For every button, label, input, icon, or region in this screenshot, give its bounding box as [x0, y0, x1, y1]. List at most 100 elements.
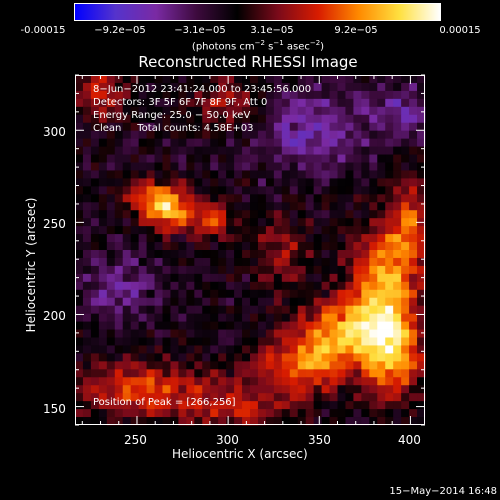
heatmap-cell	[130, 114, 140, 124]
heatmap-cell	[202, 106, 211, 116]
heatmap-cell	[393, 321, 402, 330]
heatmap-cell	[130, 242, 140, 251]
heatmap-cell	[186, 90, 195, 100]
heatmap-cell	[361, 265, 370, 275]
heatmap-cell	[194, 114, 203, 124]
heatmap-cell	[146, 417, 155, 426]
heatmap-cell	[409, 329, 418, 338]
heatmap-cell	[138, 154, 147, 163]
heatmap-cell	[353, 106, 362, 116]
heatmap-cell	[353, 138, 362, 147]
heatmap-cell	[369, 265, 378, 275]
heatmap-cell	[242, 257, 251, 267]
heatmap-cell	[361, 345, 370, 354]
heatmap-cell	[170, 114, 179, 124]
heatmap-cell	[98, 122, 108, 132]
heatmap-cell	[130, 75, 140, 84]
heatmap-cell	[281, 75, 291, 84]
heatmap-cell	[377, 170, 386, 179]
heatmap-cell	[75, 273, 84, 283]
heatmap-cell	[106, 122, 116, 132]
heatmap-cell	[106, 186, 116, 195]
heatmap-cell	[146, 337, 155, 346]
heatmap-cell	[202, 417, 211, 426]
heatmap-cell	[393, 106, 402, 116]
heatmap-cell	[194, 361, 203, 370]
heatmap-cell	[178, 281, 187, 291]
heatmap-cell	[194, 385, 203, 394]
heatmap-cell	[393, 409, 402, 418]
heatmap-cell	[250, 226, 259, 235]
heatmap-cell	[178, 75, 187, 84]
heatmap-cell	[417, 82, 426, 92]
heatmap-cell	[257, 297, 267, 307]
heatmap-cell	[186, 82, 195, 92]
heatmap-cell	[337, 226, 346, 235]
heatmap-cell	[162, 75, 171, 84]
heatmap-cell	[281, 202, 291, 211]
heatmap-cell	[257, 154, 267, 163]
heatmap-cell	[297, 75, 307, 84]
heatmap-cell	[162, 393, 171, 402]
heatmap-cell	[329, 393, 338, 402]
heatmap-cell	[393, 90, 402, 100]
heatmap-cell	[242, 106, 251, 116]
heatmap-cell	[417, 210, 426, 219]
heatmap-cell	[329, 90, 338, 100]
heatmap-cell	[210, 154, 219, 163]
heatmap-cell	[297, 289, 307, 299]
heatmap-cell	[90, 377, 100, 386]
heatmap-cell	[194, 337, 203, 346]
heatmap-cell	[218, 170, 227, 179]
heatmap-cell	[281, 345, 291, 354]
heatmap-cell	[393, 417, 402, 426]
heatmap-cell	[250, 385, 259, 394]
heatmap-cell	[329, 82, 338, 92]
heatmap-cell	[154, 417, 163, 426]
heatmap-cell	[75, 297, 84, 307]
heatmap-cell	[345, 361, 354, 370]
heatmap-cell	[321, 98, 330, 108]
heatmap-cell	[154, 337, 163, 346]
heatmap-cell	[321, 409, 330, 418]
heatmap-cell	[202, 178, 211, 187]
heatmap-cell	[106, 321, 116, 330]
heatmap-cell	[289, 297, 299, 307]
heatmap-cell	[242, 401, 251, 410]
heatmap-cell	[90, 186, 100, 195]
heatmap-cell	[130, 361, 140, 370]
heatmap-cell	[75, 289, 84, 299]
heatmap-cell	[250, 98, 259, 108]
heatmap-cell	[242, 273, 251, 283]
heatmap-cell	[417, 297, 426, 307]
heatmap-cells	[75, 75, 426, 426]
heatmap-cell	[90, 353, 100, 362]
heatmap-cell	[210, 297, 219, 307]
heatmap-cell	[265, 289, 275, 299]
heatmap-cell	[242, 234, 251, 243]
heatmap-cell	[106, 75, 116, 84]
heatmap-cell	[98, 162, 108, 171]
heatmap-cell	[401, 313, 410, 322]
heatmap-cell	[170, 210, 179, 219]
heatmap-cell	[218, 401, 227, 410]
heatmap-cell	[106, 82, 116, 92]
heatmap-cell	[122, 122, 132, 132]
heatmap-cell	[369, 154, 378, 163]
heatmap-cell	[218, 329, 227, 338]
heatmap-cell	[345, 106, 354, 116]
heatmap-cell	[146, 194, 155, 203]
heatmap-cell	[234, 250, 243, 259]
heatmap-cell	[154, 281, 163, 291]
heatmap-cell	[313, 202, 322, 211]
heatmap-cell	[417, 130, 426, 140]
heatmap-cell	[385, 289, 394, 299]
heatmap-cell	[178, 146, 187, 155]
heatmap-cell	[297, 226, 307, 235]
heatmap-cell	[170, 329, 179, 338]
heatmap-cell	[401, 242, 410, 251]
heatmap-cell	[122, 273, 132, 283]
heatmap-cell	[114, 289, 124, 299]
heatmap-cell	[257, 401, 267, 410]
heatmap-cell	[194, 393, 203, 402]
